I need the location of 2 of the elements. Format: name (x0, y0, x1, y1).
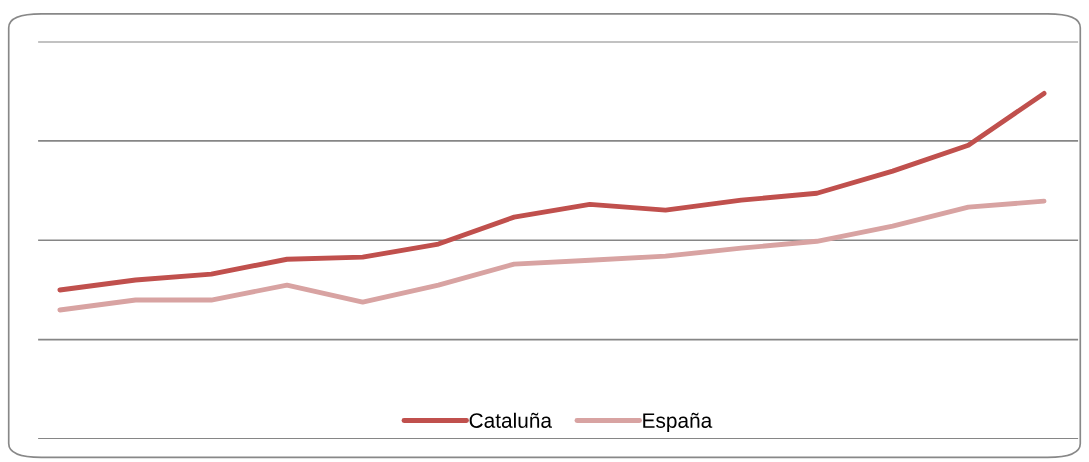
legend-label: Cataluña (469, 412, 552, 428)
legend-label: España (643, 412, 713, 433)
